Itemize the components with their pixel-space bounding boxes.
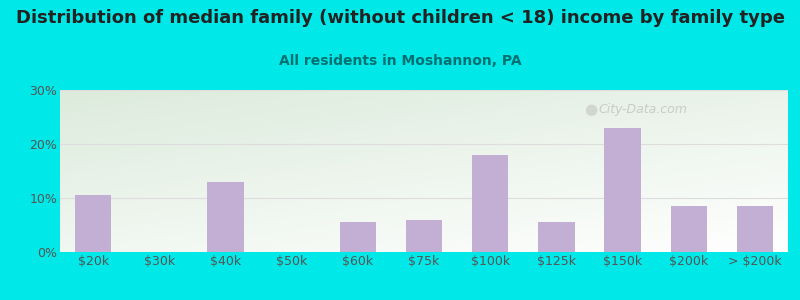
- Text: All residents in Moshannon, PA: All residents in Moshannon, PA: [278, 54, 522, 68]
- Text: Distribution of median family (without children < 18) income by family type: Distribution of median family (without c…: [15, 9, 785, 27]
- Bar: [670, 206, 707, 252]
- Bar: [75, 195, 111, 252]
- Bar: [604, 128, 641, 252]
- Text: ●: ●: [584, 102, 598, 117]
- Bar: [538, 222, 574, 252]
- Bar: [340, 222, 376, 252]
- Bar: [472, 155, 508, 252]
- Text: City-Data.com: City-Data.com: [598, 103, 687, 116]
- Bar: [207, 182, 244, 252]
- Bar: [737, 206, 773, 252]
- Bar: [406, 220, 442, 252]
